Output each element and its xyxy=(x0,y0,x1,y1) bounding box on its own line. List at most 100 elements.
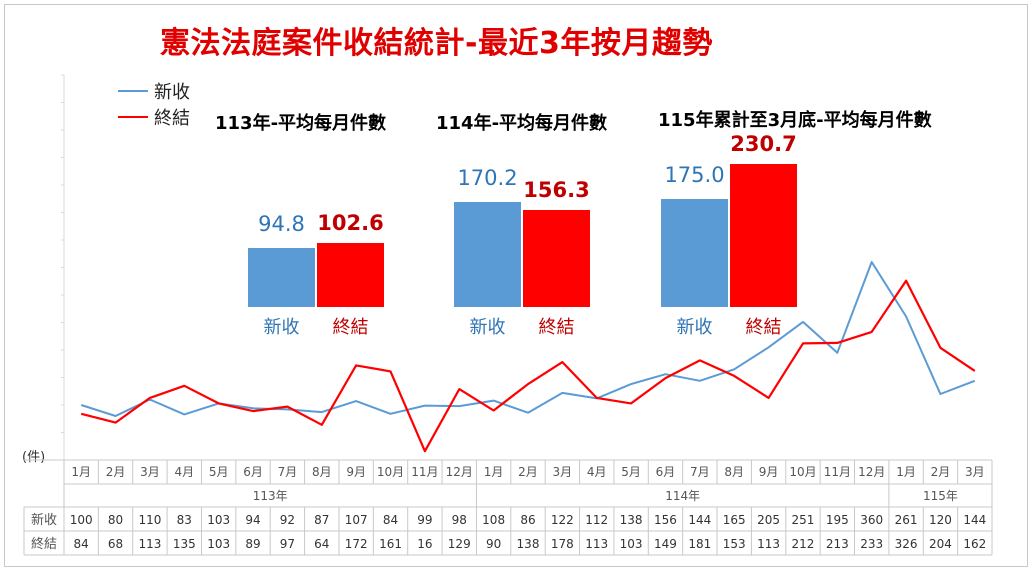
x-tick-label: 1月 xyxy=(71,465,91,479)
table-cell: 103 xyxy=(207,537,230,551)
avg-value-115-new: 175.0 xyxy=(664,162,725,187)
table-cell: 212 xyxy=(792,537,815,551)
x-tick-label: 7月 xyxy=(690,465,710,479)
table-cell: 165 xyxy=(723,513,746,527)
x-tick-label: 11月 xyxy=(824,465,851,479)
x-tick-label: 3月 xyxy=(965,465,985,479)
table-cell: 99 xyxy=(417,513,432,527)
avg-label-115-new: 新收 xyxy=(676,317,713,338)
x-tick-label: 5月 xyxy=(621,465,641,479)
avg-value-113-closed: 102.6 xyxy=(317,211,384,236)
table-cell: 89 xyxy=(245,537,260,551)
table-cell: 360 xyxy=(860,513,883,527)
table-cell: 90 xyxy=(486,537,501,551)
legend-item-new: 新收 xyxy=(118,78,190,104)
avg-title-113: 113年-平均每月件數 xyxy=(215,113,387,134)
table-cell: 138 xyxy=(620,513,643,527)
table-cell: 326 xyxy=(895,537,918,551)
series-line-closed xyxy=(80,279,976,453)
legend-line-new xyxy=(118,90,148,92)
x-tick-label: 12月 xyxy=(858,465,885,479)
table-cell: 120 xyxy=(929,513,952,527)
table-cell: 103 xyxy=(620,537,643,551)
table-cell: 113 xyxy=(757,537,780,551)
table-cell: 113 xyxy=(138,537,161,551)
table-cell: 149 xyxy=(654,537,677,551)
table-cell: 107 xyxy=(345,513,368,527)
table-cell: 98 xyxy=(452,513,467,527)
table-cell: 84 xyxy=(383,513,398,527)
avg-value-115-closed: 230.7 xyxy=(730,132,797,157)
table-cell: 156 xyxy=(654,513,677,527)
table-cell: 138 xyxy=(517,537,540,551)
table-cell: 83 xyxy=(177,513,192,527)
table-cell: 108 xyxy=(482,513,505,527)
table-row-label: 新收 xyxy=(31,512,57,528)
avg-label-114-new: 新收 xyxy=(469,317,506,338)
x-tick-label: 2月 xyxy=(518,465,538,479)
table-row-label: 終結 xyxy=(31,536,57,552)
legend: 新收 終結 xyxy=(118,78,190,130)
avg-label-113-closed: 終結 xyxy=(332,317,369,338)
x-tick-label: 2月 xyxy=(931,465,951,479)
table-cell: 92 xyxy=(280,513,295,527)
table-cell: 112 xyxy=(585,513,608,527)
table-cell: 205 xyxy=(757,513,780,527)
avg-label-115-closed: 終結 xyxy=(745,317,782,338)
table-cell: 16 xyxy=(417,537,432,551)
year-group-label: 115年 xyxy=(923,489,958,503)
x-tick-label: 9月 xyxy=(346,465,366,479)
legend-label-closed: 終結 xyxy=(154,108,190,129)
year-group-label: 113年 xyxy=(253,489,288,503)
legend-item-closed: 終結 xyxy=(118,104,190,130)
avg-value-114-closed: 156.3 xyxy=(523,178,590,203)
x-tick-label: 3月 xyxy=(553,465,573,479)
x-tick-label: 8月 xyxy=(724,465,744,479)
x-tick-label: 3月 xyxy=(140,465,160,479)
x-tick-label: 6月 xyxy=(243,465,263,479)
year-group-label: 114年 xyxy=(665,489,700,503)
table-cell: 181 xyxy=(688,537,711,551)
table-cell: 97 xyxy=(280,537,295,551)
avg-bar-113-closed xyxy=(317,243,384,307)
table-cell: 94 xyxy=(245,513,260,527)
table-cell: 204 xyxy=(929,537,952,551)
avg-label-113-new: 新收 xyxy=(263,317,300,338)
table-cell: 122 xyxy=(551,513,574,527)
x-tick-label: 4月 xyxy=(174,465,194,479)
table-cell: 144 xyxy=(688,513,711,527)
x-tick-label: 2月 xyxy=(106,465,126,479)
x-tick-label: 7月 xyxy=(278,465,298,479)
avg-title-115: 115年累計至3月底-平均每月件數 xyxy=(658,110,932,131)
avg-bar-115-new xyxy=(661,198,728,307)
x-tick-label: 10月 xyxy=(789,465,816,479)
table-cell: 68 xyxy=(108,537,123,551)
series-line-new xyxy=(80,261,976,417)
chart-title: 憲法法庭案件收結統計-最近3年按月趨勢 xyxy=(160,26,713,61)
x-tick-label: 1月 xyxy=(484,465,504,479)
table-cell: 86 xyxy=(520,513,535,527)
x-tick-label: 9月 xyxy=(759,465,779,479)
x-tick-label: 11月 xyxy=(411,465,438,479)
table-cell: 103 xyxy=(207,513,230,527)
avg-value-113-new: 94.8 xyxy=(258,212,305,237)
avg-bar-114-new xyxy=(454,201,521,307)
x-tick-label: 4月 xyxy=(587,465,607,479)
table-cell: 162 xyxy=(963,537,986,551)
legend-label-new: 新收 xyxy=(154,82,190,103)
table-cell: 113 xyxy=(585,537,608,551)
x-tick-label: 8月 xyxy=(312,465,332,479)
table-cell: 172 xyxy=(345,537,368,551)
avg-bar-115-closed xyxy=(730,164,797,307)
avg-value-114-new: 170.2 xyxy=(457,165,518,190)
avg-title-114: 114年-平均每月件數 xyxy=(436,113,608,134)
x-tick-label: 5月 xyxy=(209,465,229,479)
table-cell: 135 xyxy=(173,537,196,551)
table-cell: 213 xyxy=(826,537,849,551)
table-cell: 261 xyxy=(895,513,918,527)
x-tick-label: 12月 xyxy=(446,465,473,479)
avg-label-114-closed: 終結 xyxy=(538,317,575,338)
table-cell: 153 xyxy=(723,537,746,551)
avg-bar-114-closed xyxy=(523,210,590,307)
